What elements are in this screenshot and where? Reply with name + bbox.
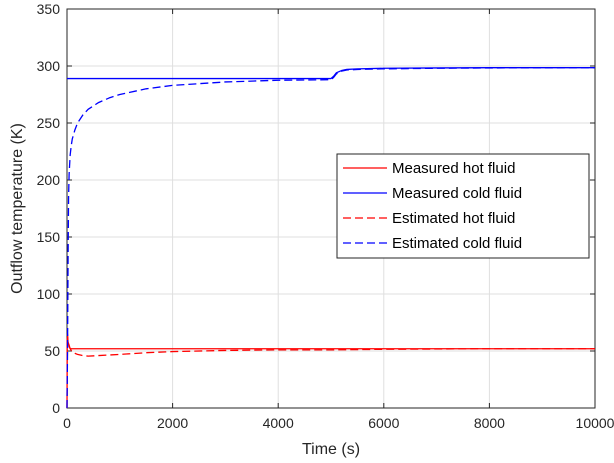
measured-cold-fluid-line (67, 67, 595, 80)
x-tick-label: 8000 (474, 415, 505, 431)
legend-entry-estimated-hot: Estimated hot fluid (392, 210, 515, 227)
plot-frame (66, 8, 596, 409)
measured-hot-fluid-line (66, 336, 595, 409)
y-tick-label: 200 (37, 172, 61, 188)
y-tick-label: 250 (37, 115, 61, 131)
estimated-cold-fluid-line (66, 67, 596, 409)
legend-entry-measured-cold: Measured cold fluid (392, 185, 522, 202)
y-tick-label: 150 (37, 229, 61, 245)
x-tick-label: 2000 (157, 415, 188, 431)
series-lines (66, 67, 596, 409)
x-tick-label: 4000 (263, 415, 294, 431)
x-tick-label: 6000 (368, 415, 399, 431)
y-tick-label: 100 (37, 286, 61, 302)
ticks: 0 2000 4000 6000 8000 10000 0 50 100 150 200 250 300… (37, 1, 614, 431)
y-axis-label: Outflow temperature (K) (9, 123, 26, 294)
legend-entry-measured-hot: Measured hot fluid (392, 160, 515, 177)
y-tick-label: 300 (37, 58, 61, 74)
x-tick-label: 0 (63, 415, 71, 431)
y-tick-label: 50 (44, 343, 60, 359)
x-tick-label: 10000 (576, 415, 614, 431)
legend: Measured hot fluid Measured cold fluid E… (336, 153, 590, 259)
y-tick-label: 0 (52, 400, 60, 416)
y-tick-label: 350 (37, 1, 61, 17)
estimated-hot-fluid-line (66, 333, 595, 409)
x-axis-label: Time (s) (302, 441, 360, 458)
legend-entry-estimated-cold: Estimated cold fluid (392, 235, 522, 252)
legend-box (336, 153, 590, 259)
